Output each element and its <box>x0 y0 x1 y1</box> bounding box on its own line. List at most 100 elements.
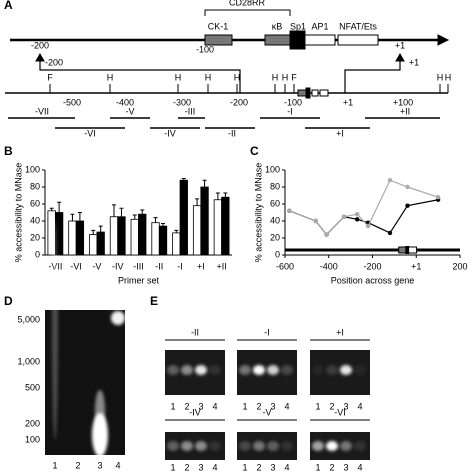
primer-label: -II <box>228 128 236 138</box>
lane-label: 3 <box>270 401 275 411</box>
primer-label: -VI <box>84 128 96 138</box>
error-bar <box>111 204 116 217</box>
point <box>354 217 360 222</box>
y-tick-label: 100 <box>265 164 280 174</box>
lane-label: 2 <box>75 460 80 470</box>
point <box>405 184 410 190</box>
x-tick-label: 200 <box>452 261 467 271</box>
marker-label: 500 <box>25 382 40 392</box>
lane-label: 4 <box>357 401 362 411</box>
error-bar <box>195 198 200 206</box>
gel-band <box>195 441 207 451</box>
bar <box>117 216 126 256</box>
scale-label: -300 <box>173 97 191 107</box>
gel-title: -II <box>191 327 199 337</box>
lane-label: 3 <box>198 401 203 411</box>
x-axis-label: Position across gene <box>331 275 415 285</box>
gel-band <box>340 441 352 451</box>
bar <box>75 220 85 256</box>
gel-title: -VI <box>334 407 346 417</box>
lane-label: 2 <box>329 462 334 472</box>
site-label: H <box>234 72 241 82</box>
lane-label: 1 <box>170 401 175 411</box>
bar <box>96 231 105 256</box>
element-label: AP1 <box>311 21 328 31</box>
element-label: κB <box>272 21 283 31</box>
error-bar <box>215 192 220 200</box>
position-label: -100 <box>196 44 214 54</box>
bar <box>158 225 168 256</box>
gene-map <box>5 9 450 99</box>
lane-label: 4 <box>284 462 289 472</box>
lane-label: 3 <box>97 460 102 470</box>
y-tick-label: 60 <box>270 198 280 208</box>
bar <box>221 196 230 256</box>
element-label: Sp1 <box>290 21 306 31</box>
lane-label: 2 <box>329 401 334 411</box>
gel-band <box>326 441 338 451</box>
element-label: CK-1 <box>208 21 229 31</box>
lane-label: 2 <box>184 401 189 411</box>
point <box>365 223 371 229</box>
y-tick-label: 60 <box>30 198 40 208</box>
position-label: +1 <box>395 40 405 50</box>
y-tick-label: 100 <box>25 164 40 174</box>
gel-band <box>340 365 352 375</box>
scale-label: -400 <box>116 97 134 107</box>
y-tick-label: 0 <box>275 249 280 259</box>
panel-label: D <box>4 294 13 308</box>
gel-band <box>167 441 179 451</box>
point <box>354 212 360 217</box>
bar <box>192 205 202 256</box>
lane-label: 3 <box>343 401 348 411</box>
point <box>287 208 292 213</box>
error-bar <box>181 178 186 181</box>
marker-label: 1,000 <box>17 356 40 366</box>
gel-band <box>281 441 293 451</box>
marker-label: 5,000 <box>17 314 40 324</box>
element-label: NFAT/Ets <box>339 21 377 31</box>
gel-title: -V <box>263 407 272 417</box>
gel-title: -IV <box>189 407 201 417</box>
error-bar <box>174 229 179 233</box>
gel-title: -I <box>264 327 270 337</box>
y-axis-label: % accessibility to MNase <box>13 163 23 263</box>
error-bar <box>202 179 207 187</box>
gel-band <box>239 365 251 375</box>
error-bar <box>223 192 228 198</box>
scale-label: -100 <box>284 97 302 107</box>
lane-label: 2 <box>256 401 261 411</box>
y-tick-label: 20 <box>270 232 280 242</box>
scale-label: -500 <box>63 97 81 107</box>
lane-label: 2 <box>256 462 261 472</box>
y-tick-label: 20 <box>30 232 40 242</box>
lane-label: 1 <box>242 401 247 411</box>
site-label: H <box>175 72 182 82</box>
line <box>289 199 439 236</box>
gel-band <box>181 365 193 375</box>
error-bar <box>98 225 103 233</box>
error-bar <box>91 229 96 235</box>
x-tick-label: +1 <box>411 261 421 271</box>
site-label: H <box>107 72 114 82</box>
bar <box>172 232 181 256</box>
x-tick-label: +II <box>216 261 226 271</box>
x-tick-label: -200 <box>363 261 381 271</box>
x-tick-label: -VI <box>70 261 82 271</box>
gel-band <box>111 311 125 325</box>
gel-band <box>281 365 293 375</box>
gel <box>45 310 125 455</box>
panel-label: B <box>4 144 13 158</box>
y-tick-label: 40 <box>270 215 280 225</box>
gel-band <box>267 365 279 375</box>
lane-label: 1 <box>170 462 175 472</box>
bar <box>200 186 209 256</box>
position-label: -200 <box>31 40 49 50</box>
point <box>435 195 441 200</box>
bar <box>130 218 139 256</box>
primer-label: -III <box>185 106 196 116</box>
primer-label: +II <box>400 106 410 116</box>
gel-title: +I <box>336 327 344 337</box>
error-bar <box>140 209 145 215</box>
